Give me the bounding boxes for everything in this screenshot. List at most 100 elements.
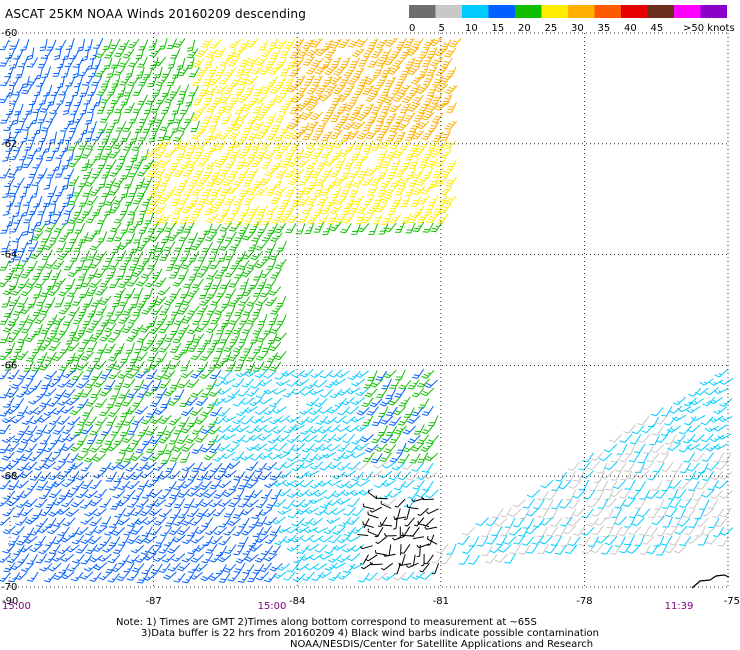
wind-barb (326, 405, 341, 414)
wind-barb (252, 305, 263, 316)
wind-barb (367, 489, 378, 500)
wind-barb (254, 369, 268, 378)
wind-barb (249, 489, 263, 499)
wind-barb (370, 378, 384, 388)
wind-barb (284, 167, 296, 178)
wind-barb (222, 470, 237, 478)
wind-barb (93, 223, 104, 235)
wind-barb (686, 462, 700, 472)
wind-barb (145, 443, 158, 454)
wind-barb (143, 287, 154, 299)
wind-barb (276, 314, 287, 325)
wind-barb (264, 278, 277, 289)
wind-barb (126, 554, 140, 564)
wind-barb (678, 443, 692, 453)
wind-barb (127, 38, 140, 49)
wind-barb (295, 489, 310, 498)
wind-barb (705, 535, 719, 545)
wind-barb (321, 130, 333, 142)
wind-barb (126, 213, 136, 226)
wind-barb (316, 140, 329, 151)
wind-barb (432, 75, 444, 86)
wind-map[interactable]: -60-62-64-66-68-70-90 -87 -84 -81 -78 -7515:0… (0, 0, 740, 612)
wind-barb (252, 324, 265, 335)
wind-barb (284, 75, 295, 87)
wind-barb (656, 545, 668, 556)
wind-barb (164, 222, 177, 233)
wind-barb (89, 425, 102, 436)
wind-barb (587, 536, 600, 547)
wind-barb (66, 286, 79, 297)
wind-barb (12, 324, 25, 335)
wind-barb (359, 545, 373, 550)
wind-barb (364, 444, 379, 453)
wind-barb (403, 112, 416, 122)
wind-barb (125, 405, 139, 415)
wind-barb (106, 231, 118, 242)
wind-barb (196, 66, 209, 77)
wind-barb (238, 332, 249, 344)
wind-barb (0, 479, 11, 490)
wind-barb (23, 177, 35, 189)
wind-barb (30, 231, 44, 241)
wind-barb (114, 396, 126, 407)
wind-barb (295, 563, 310, 571)
wind-barb (234, 268, 246, 279)
wind-barb (78, 323, 88, 335)
wind-barb (77, 398, 89, 409)
wind-barb (613, 516, 627, 526)
wind-barb (188, 67, 200, 78)
wind-barb (677, 517, 691, 527)
wind-barb (81, 148, 93, 159)
wind-barb (219, 222, 232, 232)
wind-barb (87, 121, 97, 133)
wind-barb (114, 287, 126, 298)
wind-barb (258, 39, 269, 51)
wind-barb (114, 507, 127, 518)
wind-barb (53, 223, 67, 233)
wind-barb (212, 350, 223, 362)
wind-barb (243, 120, 254, 132)
wind-barb (212, 453, 227, 462)
wind-barb (373, 572, 387, 581)
wind-barb (210, 314, 222, 325)
wind-barb (719, 397, 733, 407)
wind-barb (153, 140, 163, 152)
wind-barb (149, 489, 163, 498)
wind-barb (623, 424, 636, 434)
wind-barb (435, 544, 449, 554)
wind-barb (328, 571, 341, 581)
wind-barb (704, 387, 719, 396)
wind-barb (50, 434, 62, 445)
wind-barb (19, 489, 33, 499)
wind-barb (496, 534, 508, 546)
wind-barb (168, 526, 182, 536)
wind-barb (180, 157, 191, 169)
wind-barb (100, 93, 113, 104)
wind-barb (93, 94, 102, 107)
wind-barb (78, 232, 89, 244)
wind-barb (712, 424, 727, 432)
wind-barb (337, 535, 351, 544)
wind-barb (344, 176, 355, 188)
wind-barb (329, 221, 342, 232)
wind-barb (398, 379, 412, 390)
wind-barb (251, 508, 264, 519)
wind-barb (138, 112, 150, 124)
wind-barb (0, 277, 11, 288)
wind-barb (147, 350, 159, 362)
wind-barb (392, 535, 405, 541)
wind-barb (2, 544, 15, 554)
wind-barb (287, 453, 301, 462)
wind-barb (688, 480, 700, 492)
wind-barb (205, 159, 217, 170)
wind-barb (99, 277, 112, 288)
wind-barb (224, 66, 237, 77)
lon-tick-label: -84 (289, 596, 305, 607)
wind-barb (246, 387, 260, 397)
wind-barb (68, 527, 80, 538)
wind-barb (102, 544, 116, 553)
wind-barb (308, 177, 318, 189)
wind-barb (417, 378, 430, 388)
wind-barb (137, 94, 149, 105)
